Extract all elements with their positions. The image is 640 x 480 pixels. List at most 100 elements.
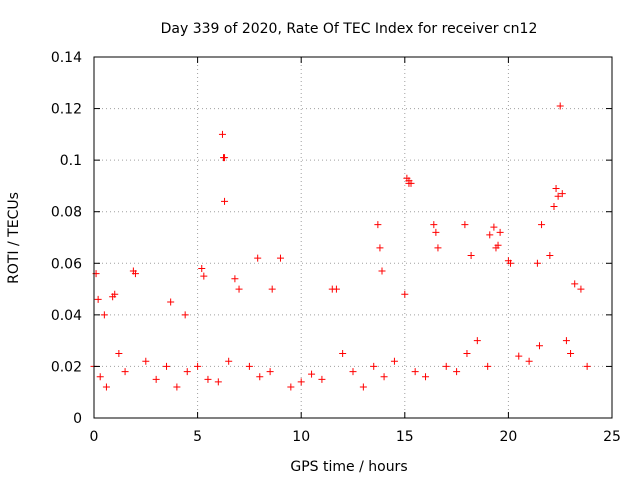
plot-frame	[93, 56, 613, 419]
data-point	[221, 197, 229, 205]
data-point	[556, 102, 564, 110]
data-point	[535, 342, 543, 350]
x-tick-label: 10	[292, 429, 310, 445]
y-tick-label: 0.02	[51, 359, 82, 375]
data-point	[484, 362, 492, 370]
x-tick-label: 15	[396, 429, 414, 445]
data-point	[577, 285, 585, 293]
y-tick-label: 0.06	[51, 256, 82, 272]
data-point	[115, 350, 123, 358]
y-tick-label: 0.12	[51, 102, 82, 118]
data-point	[370, 362, 378, 370]
data-point	[380, 373, 388, 381]
x-axis-label: GPS time / hours	[290, 459, 407, 475]
data-point	[583, 362, 591, 370]
data-point	[332, 285, 340, 293]
data-point	[533, 259, 541, 267]
data-point	[567, 350, 575, 358]
data-point	[163, 362, 171, 370]
data-point	[131, 270, 139, 278]
data-point	[245, 362, 253, 370]
data-point	[463, 350, 471, 358]
data-point	[308, 370, 316, 378]
data-point	[121, 368, 129, 376]
data-point	[552, 185, 560, 193]
data-point	[287, 383, 295, 391]
data-point	[235, 285, 243, 293]
y-tick-label: 0.08	[51, 205, 82, 221]
x-tick-label: 25	[603, 429, 621, 445]
data-point	[378, 267, 386, 275]
chart-title: Day 339 of 2020, Rate Of TEC Index for r…	[161, 21, 538, 37]
data-point	[181, 311, 189, 319]
data-point	[546, 252, 554, 260]
data-point	[102, 383, 110, 391]
data-point	[268, 285, 276, 293]
data-point	[506, 259, 514, 267]
data-point	[359, 383, 367, 391]
data-point	[94, 295, 102, 303]
y-tick-label: 0.1	[60, 153, 82, 169]
data-point	[496, 228, 504, 236]
y-axis-label: ROTI / TECUs	[6, 192, 22, 284]
data-point	[430, 221, 438, 229]
axis-ticks: 0 5 10 15 20 25 0 0.02 0.04 0.06 0.08 0.1 0.12 0.14	[51, 50, 621, 445]
data-point	[411, 368, 419, 376]
data-point	[183, 368, 191, 376]
data-point	[442, 362, 450, 370]
data-point	[254, 254, 262, 262]
data-point	[374, 221, 382, 229]
y-tick-label: 0.14	[51, 50, 82, 66]
data-point	[194, 362, 202, 370]
data-point	[434, 244, 442, 252]
data-point	[494, 241, 502, 249]
data-point	[401, 290, 409, 298]
data-point	[204, 375, 212, 383]
data-point	[490, 223, 498, 231]
x-tick-label: 0	[90, 429, 99, 445]
data-point	[297, 378, 305, 386]
grid-lines	[94, 57, 612, 418]
data-point	[152, 375, 160, 383]
data-point	[407, 179, 415, 187]
data-point	[432, 228, 440, 236]
x-tick-label: 5	[193, 429, 202, 445]
data-point	[100, 311, 108, 319]
data-point	[558, 190, 566, 198]
data-point	[461, 221, 469, 229]
data-point	[221, 154, 229, 162]
data-point	[562, 337, 570, 345]
data-point	[525, 357, 533, 365]
data-point	[96, 373, 104, 381]
data-point	[318, 375, 326, 383]
data-point	[142, 357, 150, 365]
data-point	[276, 254, 284, 262]
data-point	[473, 337, 481, 345]
data-point	[167, 298, 175, 306]
data-point	[256, 373, 264, 381]
y-tick-label: 0	[73, 411, 82, 427]
data-point	[550, 203, 558, 211]
data-point	[214, 378, 222, 386]
data-point	[515, 352, 523, 360]
data-point	[231, 275, 239, 283]
data-point	[422, 373, 430, 381]
x-tick-label: 20	[499, 429, 517, 445]
data-point	[266, 368, 274, 376]
data-point	[111, 290, 119, 298]
data-point	[376, 244, 384, 252]
data-points	[90, 102, 591, 391]
data-point	[349, 368, 357, 376]
data-point	[453, 368, 461, 376]
data-point	[554, 192, 562, 200]
data-point	[200, 272, 208, 280]
data-point	[225, 357, 233, 365]
data-point	[467, 252, 475, 260]
data-point	[486, 231, 494, 239]
data-point	[571, 280, 579, 288]
y-tick-label: 0.04	[51, 308, 82, 324]
data-point	[538, 221, 546, 229]
data-point	[390, 357, 398, 365]
data-point	[218, 130, 226, 138]
